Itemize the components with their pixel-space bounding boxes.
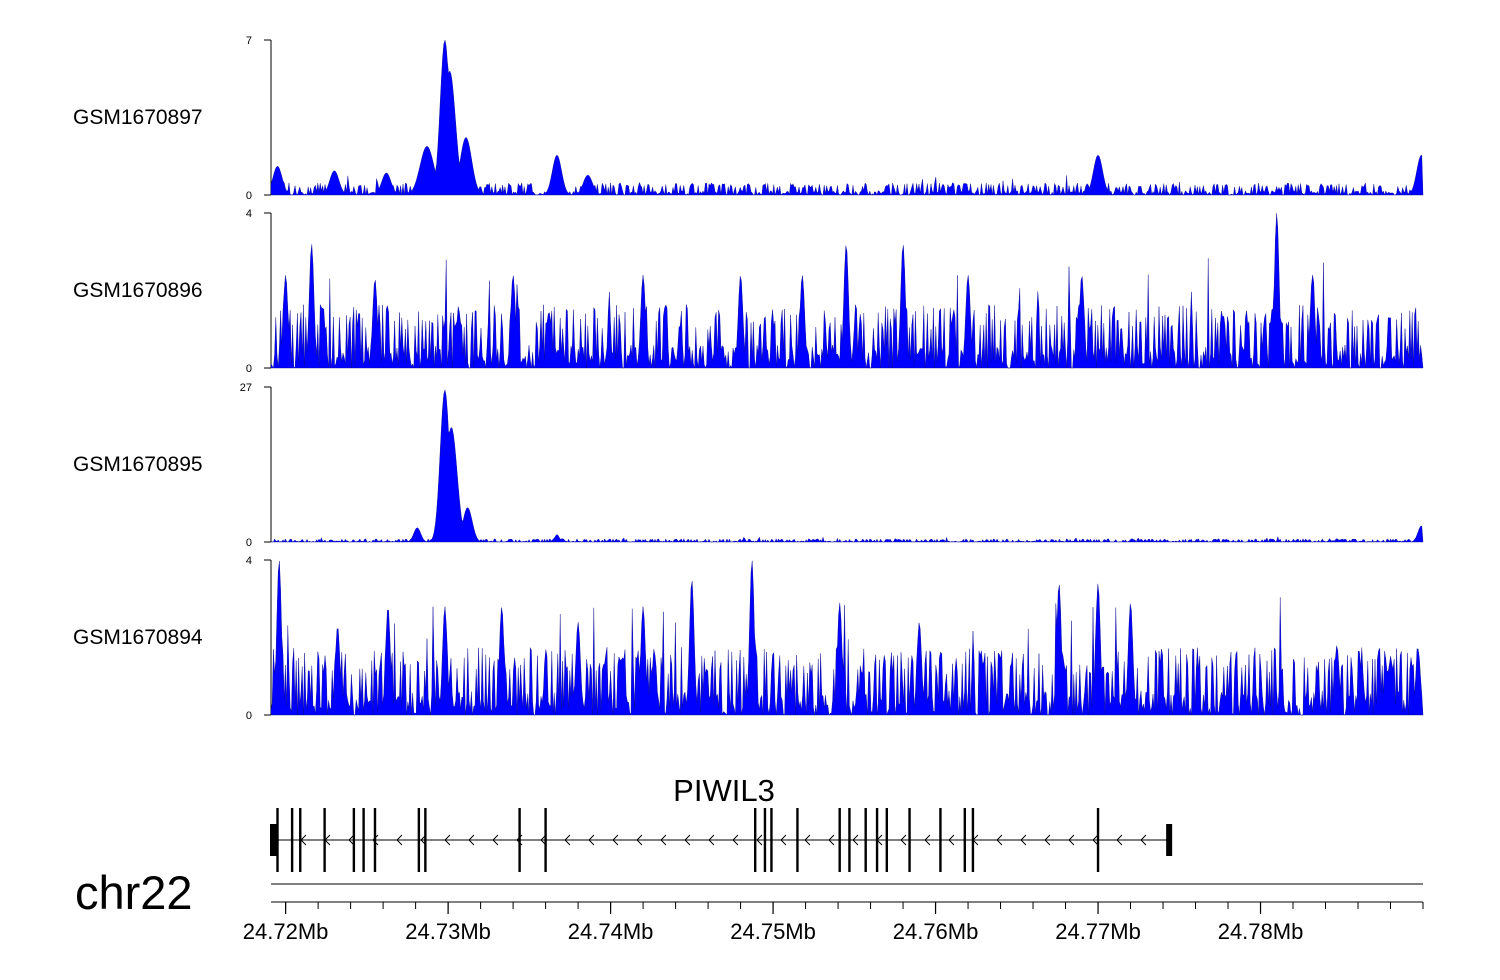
gene-exon bbox=[838, 808, 841, 872]
track-label: GSM1670896 bbox=[73, 279, 203, 302]
strand-arrow bbox=[660, 834, 667, 846]
axis-tick-label: 24.74Mb bbox=[568, 919, 654, 944]
strand-arrow bbox=[564, 834, 571, 846]
axis-tick-label: 24.76Mb bbox=[893, 919, 979, 944]
y-tick-label-zero: 0 bbox=[246, 537, 252, 549]
strand-arrow bbox=[1092, 834, 1099, 846]
gene-exon bbox=[544, 808, 547, 872]
gene-exon bbox=[1096, 808, 1100, 872]
y-tick-label-zero: 0 bbox=[246, 363, 252, 375]
strand-arrow bbox=[948, 834, 955, 846]
gene-exon bbox=[770, 808, 773, 872]
axis-tick-label: 24.75Mb bbox=[730, 919, 816, 944]
gene-exon bbox=[848, 808, 851, 872]
strand-arrow bbox=[1044, 834, 1051, 846]
strand-arrow bbox=[612, 834, 619, 846]
gene-exon bbox=[352, 808, 356, 872]
gene-model: PIWIL3 bbox=[270, 773, 1173, 872]
strand-arrow bbox=[372, 834, 379, 846]
gene-exon bbox=[323, 808, 326, 872]
strand-arrow bbox=[444, 834, 451, 846]
gene-exon bbox=[963, 808, 966, 872]
strand-arrow bbox=[1068, 834, 1075, 846]
gene-exon bbox=[424, 808, 427, 872]
strand-arrow bbox=[708, 834, 715, 846]
axis-tick-label: 24.78Mb bbox=[1218, 919, 1304, 944]
track-GSM1670895: GSM1670895 27 0 bbox=[73, 382, 1424, 549]
strand-arrow bbox=[828, 834, 835, 846]
track-GSM1670896: GSM1670896 4 0 bbox=[73, 208, 1424, 375]
strand-arrow bbox=[540, 834, 547, 846]
strand-arrow bbox=[468, 834, 475, 846]
gene-exon bbox=[885, 808, 889, 872]
gene-exon bbox=[362, 808, 365, 872]
strand-arrow bbox=[396, 834, 403, 846]
track-label: GSM1670897 bbox=[73, 106, 203, 129]
gene-exon bbox=[763, 808, 767, 872]
strand-arrow bbox=[1140, 834, 1147, 846]
gene-exon bbox=[939, 808, 942, 872]
strand-arrow bbox=[900, 834, 907, 846]
gene-exon bbox=[373, 808, 377, 872]
y-tick-label-max: 27 bbox=[240, 382, 252, 394]
coverage-area bbox=[270, 560, 1424, 716]
axis-tick-label: 24.77Mb bbox=[1055, 919, 1141, 944]
coverage-area bbox=[270, 389, 1424, 543]
y-tick-label-max: 7 bbox=[246, 35, 252, 47]
gene-exon bbox=[908, 808, 911, 872]
strand-arrow bbox=[1116, 834, 1123, 846]
strand-arrow bbox=[348, 834, 355, 846]
strand-arrow bbox=[636, 834, 643, 846]
y-tick-label-zero: 0 bbox=[246, 190, 252, 202]
strand-arrow bbox=[1020, 834, 1027, 846]
track-label: GSM1670894 bbox=[73, 626, 203, 649]
gene-exon bbox=[875, 808, 879, 872]
gene-exon bbox=[864, 808, 867, 872]
genomic-axis: chr22 24.72Mb 24.73Mb 24.74Mb 24.75Mb 24.76M… bbox=[75, 866, 1424, 944]
track-GSM1670894: GSM1670894 4 0 bbox=[73, 555, 1424, 722]
gene-exon bbox=[417, 808, 421, 872]
y-tick-label-max: 4 bbox=[246, 208, 252, 220]
y-tick-label-max: 4 bbox=[246, 555, 252, 567]
track-label: GSM1670895 bbox=[73, 453, 203, 476]
chromosome-label: chr22 bbox=[75, 866, 193, 919]
gene-utr-start bbox=[270, 824, 278, 856]
strand-arrow bbox=[996, 834, 1003, 846]
strand-arrow bbox=[780, 834, 787, 846]
gene-exon bbox=[276, 808, 279, 872]
strand-arrow bbox=[492, 834, 499, 846]
strand-arrow bbox=[588, 834, 595, 846]
y-tick-label-zero: 0 bbox=[246, 710, 252, 722]
coverage-area bbox=[270, 213, 1424, 369]
coverage-tracks: GSM167089770GSM167089640GSM1670895270GSM… bbox=[73, 35, 1424, 722]
axis-tick-label: 24.72Mb bbox=[243, 919, 329, 944]
gene-name-label: PIWIL3 bbox=[673, 773, 775, 808]
coverage-area bbox=[270, 40, 1424, 196]
strand-arrow bbox=[732, 834, 739, 846]
gene-exon bbox=[290, 808, 294, 872]
strand-arrow bbox=[684, 834, 691, 846]
track-GSM1670897: GSM1670897 7 0 bbox=[73, 35, 1424, 202]
gene-exon bbox=[299, 808, 302, 872]
gene-exon bbox=[971, 808, 975, 872]
strand-arrow bbox=[924, 834, 931, 846]
strand-arrow bbox=[756, 834, 763, 846]
strand-arrow bbox=[804, 834, 811, 846]
gene-exon bbox=[796, 808, 799, 872]
gene-exon bbox=[518, 808, 521, 872]
gene-utr-end bbox=[1166, 824, 1173, 856]
axis-tick-label: 24.73Mb bbox=[405, 919, 491, 944]
strand-arrow bbox=[852, 834, 859, 846]
gene-exon bbox=[753, 808, 757, 872]
